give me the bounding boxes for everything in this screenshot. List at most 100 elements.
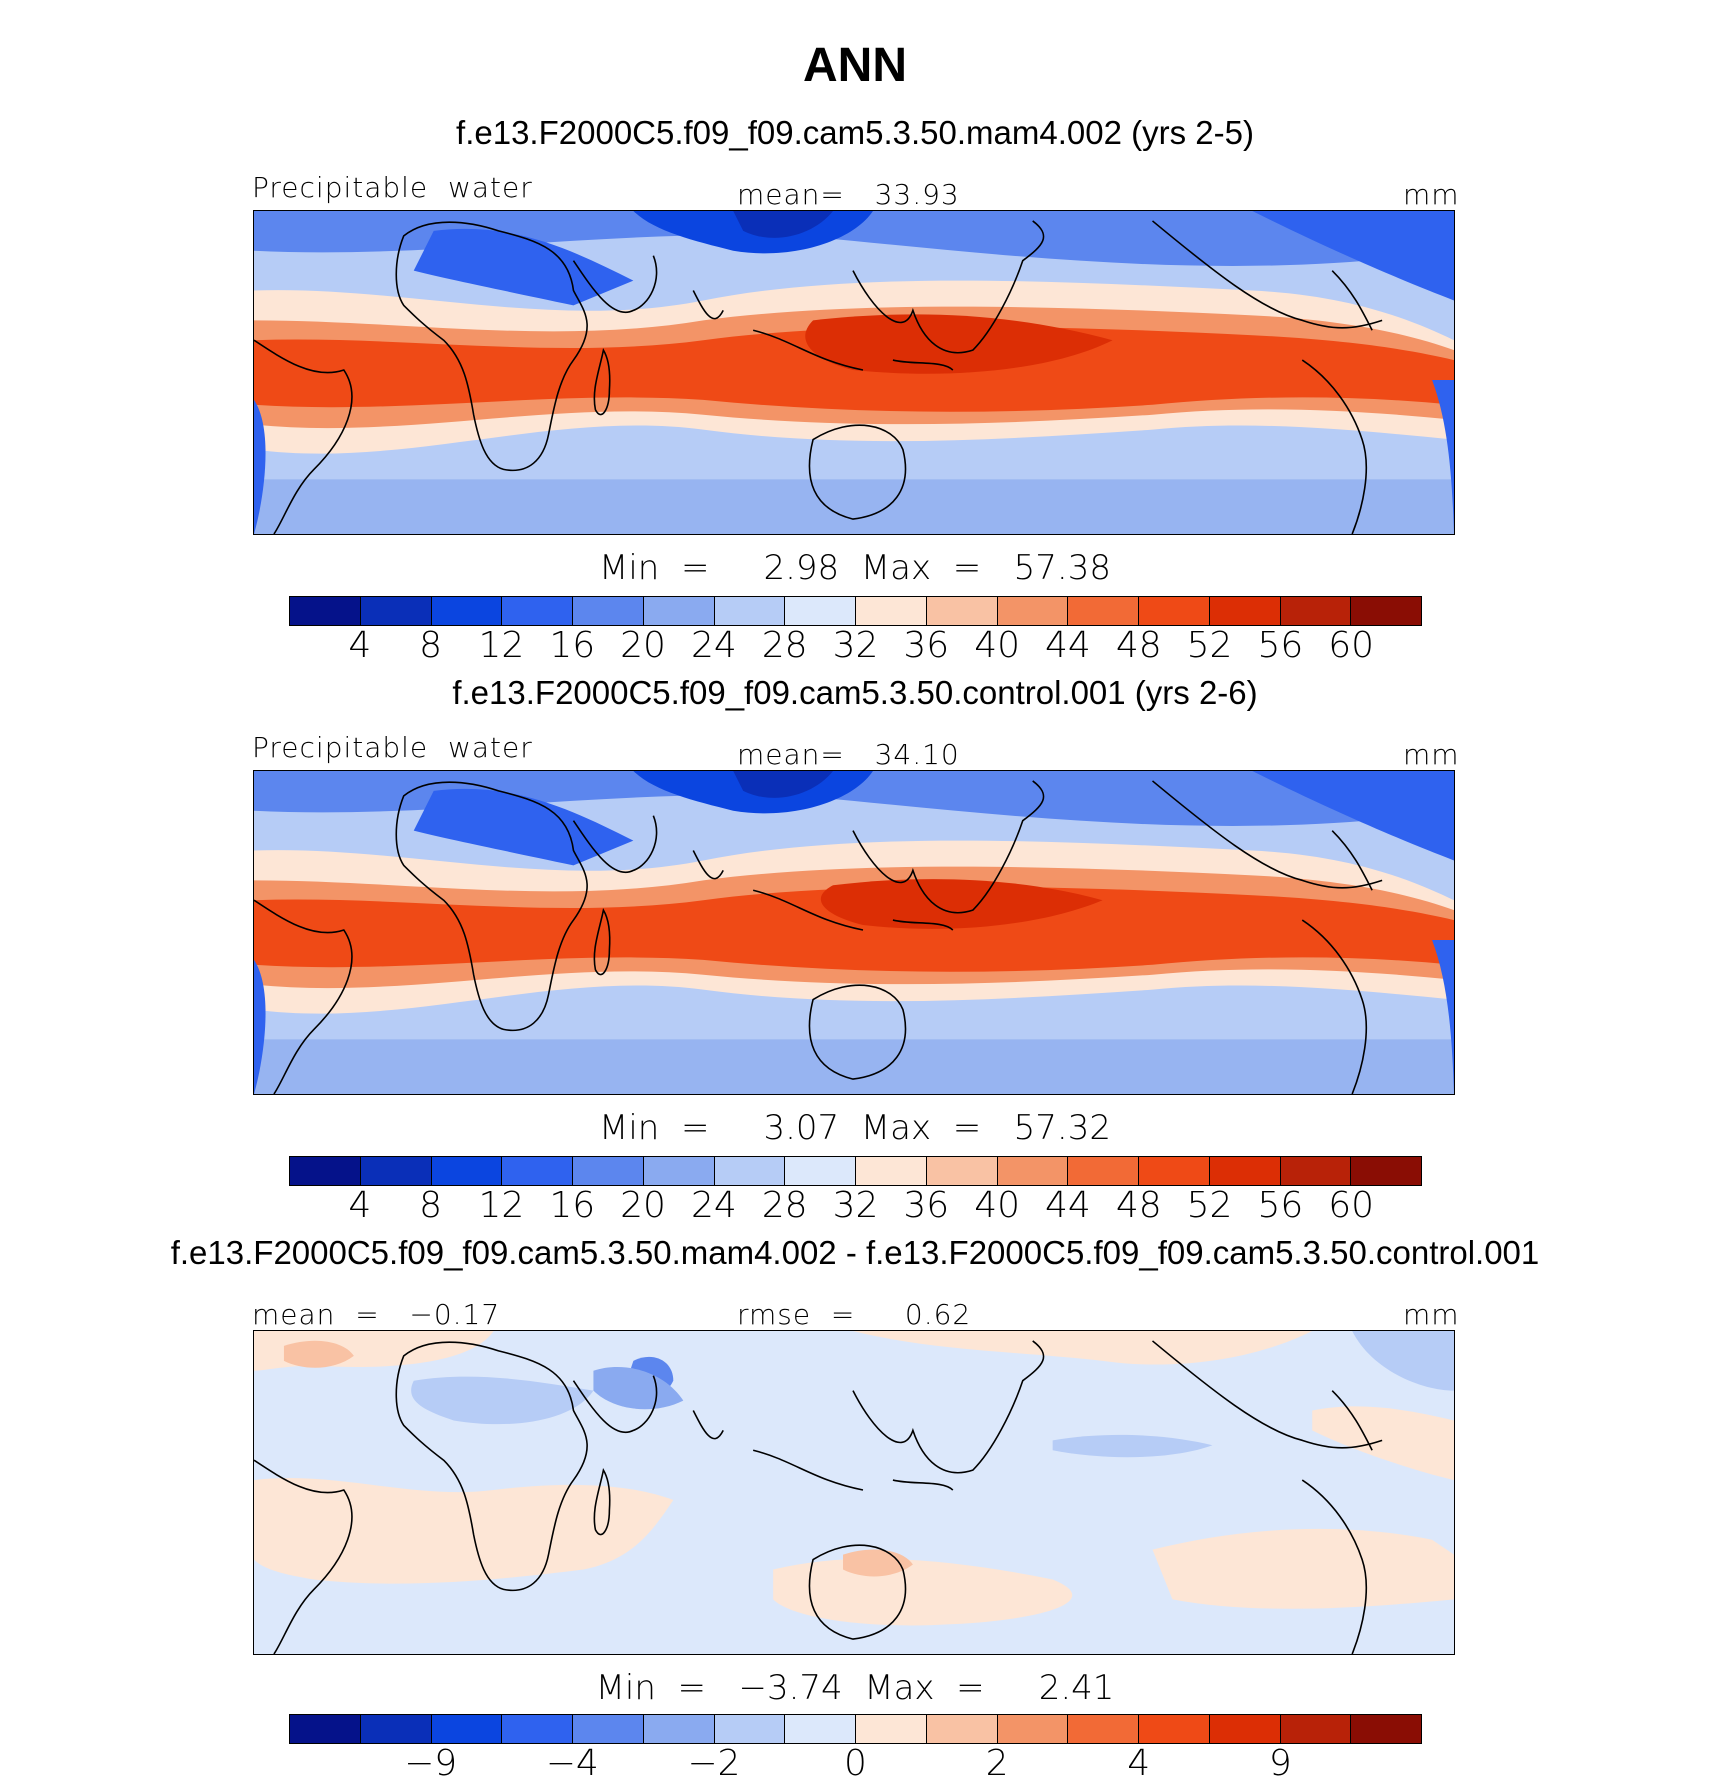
colorbar-swatch	[785, 1715, 856, 1743]
colorbar-swatch	[997, 1157, 1069, 1185]
colorbar-tick-label: 28	[761, 625, 808, 666]
colorbar-swatch	[1068, 1157, 1139, 1185]
colorbar-tick-label: 40	[974, 1185, 1021, 1226]
colorbar-swatch	[1068, 1715, 1139, 1743]
colorbar-swatch	[926, 1715, 998, 1743]
colorbar-swatch	[502, 1157, 573, 1185]
colorbar-swatch	[290, 597, 361, 625]
colorbar-tick-label: 16	[549, 1185, 596, 1226]
colorbar-swatch	[502, 1715, 573, 1743]
colorbar-swatch	[1209, 1715, 1281, 1743]
panel3-mean-label: mean = −0.17	[252, 1298, 501, 1331]
panel1-map	[253, 210, 1455, 535]
colorbar-swatch	[1351, 1157, 1421, 1185]
colorbar-swatch	[1068, 597, 1139, 625]
colorbar-tick-label: 2	[985, 1743, 1009, 1784]
colorbar-tick-label: 12	[478, 1185, 525, 1226]
colorbar-swatch	[1280, 1157, 1352, 1185]
colorbar-swatch	[573, 1715, 644, 1743]
panel1-variable-label: Precipitable water	[252, 171, 533, 204]
colorbar-swatch	[1209, 597, 1281, 625]
colorbar-swatch	[1351, 597, 1421, 625]
colorbar-swatch	[573, 1157, 644, 1185]
panel3-minmax-stats: Min = −3.74 Max = 2.41	[595, 1668, 1115, 1708]
colorbar-swatch	[431, 597, 503, 625]
colorbar-swatch	[431, 1715, 503, 1743]
colorbar-tick-label: 40	[974, 625, 1021, 666]
colorbar-swatch	[360, 597, 432, 625]
panel2-mean-label: mean= 34.10	[737, 738, 960, 771]
colorbar-tick-label: 28	[761, 1185, 808, 1226]
panel3-map-svg	[254, 1331, 1454, 1654]
colorbar-tick-label: 32	[832, 625, 879, 666]
colorbar-swatch	[785, 597, 856, 625]
colorbar-swatch	[785, 1157, 856, 1185]
colorbar-swatch	[360, 1157, 432, 1185]
colorbar-swatch	[360, 1715, 432, 1743]
colorbar-tick-label: 20	[620, 1185, 666, 1226]
colorbar-swatch	[856, 597, 927, 625]
panel1-units-label: mm	[1403, 178, 1460, 211]
colorbar-tick-label: 56	[1257, 625, 1304, 666]
colorbar-swatch	[502, 597, 573, 625]
colorbar-swatch	[926, 1157, 998, 1185]
colorbar-tick-label: 56	[1257, 1185, 1304, 1226]
colorbar-swatch	[643, 1715, 715, 1743]
colorbar-tick-label: 4	[348, 625, 372, 666]
panel2-variable-label: Precipitable water	[252, 731, 533, 764]
panel1-colorbar	[289, 596, 1422, 626]
colorbar-tick-label: 60	[1328, 1185, 1375, 1226]
colorbar-tick-label: −9	[404, 1743, 458, 1784]
panel1-mean-label: mean= 33.93	[737, 178, 960, 211]
colorbar-swatch	[1139, 597, 1210, 625]
colorbar-tick-label: 52	[1186, 1185, 1233, 1226]
colorbar-tick-label: 48	[1115, 1185, 1162, 1226]
colorbar-swatch	[856, 1157, 927, 1185]
panel2-colorbar	[289, 1156, 1422, 1186]
colorbar-tick-label: 36	[903, 1185, 950, 1226]
colorbar-tick-label: 52	[1186, 625, 1233, 666]
colorbar-tick-label: −2	[687, 1743, 741, 1784]
panel3-case-title: f.e13.F2000C5.f09_f09.cam5.3.50.mam4.002…	[170, 1234, 1540, 1271]
panel2-units-label: mm	[1403, 738, 1460, 771]
colorbar-swatch	[1209, 1157, 1281, 1185]
panel1-colorbar-ticks: 4 8 12 16 20 24 28 32 36 40 44 48 52 56 60	[289, 625, 1422, 666]
panel3-map	[253, 1330, 1455, 1655]
colorbar-tick-label: 9	[1268, 1743, 1292, 1784]
colorbar-swatch	[714, 1715, 786, 1743]
panel3-colorbar	[289, 1714, 1422, 1744]
colorbar-swatch	[643, 597, 715, 625]
colorbar-swatch	[643, 1157, 715, 1185]
colorbar-tick-label: 48	[1115, 625, 1162, 666]
colorbar-tick-label: 4	[348, 1185, 372, 1226]
colorbar-swatch	[573, 597, 644, 625]
colorbar-swatch	[290, 1157, 361, 1185]
colorbar-tick-label: 8	[419, 1185, 443, 1226]
panel3-units-label: mm	[1403, 1298, 1460, 1331]
panel1-minmax-stats: Min = 2.98 Max = 57.38	[599, 548, 1111, 588]
panel2-minmax-stats: Min = 3.07 Max = 57.32	[599, 1108, 1111, 1148]
colorbar-swatch	[1139, 1157, 1210, 1185]
colorbar-swatch	[1280, 597, 1352, 625]
colorbar-tick-label: 32	[832, 1185, 879, 1226]
panel2-map	[253, 770, 1455, 1095]
colorbar-tick-label: 36	[903, 625, 950, 666]
colorbar-swatch	[997, 1715, 1069, 1743]
colorbar-tick-label: 24	[690, 1185, 737, 1226]
colorbar-tick-label: 4	[1127, 1743, 1151, 1784]
colorbar-tick-label: −4	[545, 1743, 599, 1784]
colorbar-swatch	[1139, 1715, 1210, 1743]
panel2-case-title: f.e13.F2000C5.f09_f09.cam5.3.50.control.…	[452, 674, 1258, 711]
colorbar-tick-label: 8	[419, 625, 443, 666]
colorbar-tick-label: 44	[1045, 1185, 1091, 1226]
colorbar-tick-label: 0	[844, 1743, 867, 1784]
panel3-rmse-label: rmse = 0.62	[737, 1298, 972, 1331]
colorbar-swatch	[997, 597, 1069, 625]
panel3-colorbar-ticks: −9 −4 −2 0 2 4 9	[289, 1743, 1422, 1784]
colorbar-swatch	[926, 597, 998, 625]
colorbar-swatch	[1280, 1715, 1352, 1743]
colorbar-swatch	[290, 1715, 361, 1743]
colorbar-swatch	[856, 1715, 927, 1743]
colorbar-swatch	[714, 597, 786, 625]
colorbar-swatch	[714, 1157, 786, 1185]
